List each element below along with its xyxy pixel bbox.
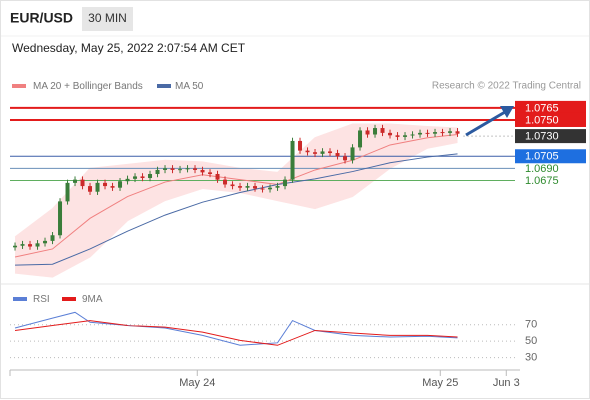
candle-body [230, 184, 235, 187]
x-tick-label: Jun 3 [493, 377, 520, 389]
level-label: 1.0675 [525, 175, 559, 187]
datetime: Wednesday, May 25, 2022 2:07:54 AM CET [12, 41, 246, 55]
rsi-line [14, 320, 458, 346]
candle-body [335, 153, 340, 157]
candle-body [148, 173, 153, 179]
candle-body [373, 128, 378, 135]
candle-body [50, 235, 55, 241]
ma-line [14, 134, 458, 258]
candle-body [80, 179, 85, 187]
candle-body [455, 131, 460, 134]
arrow-head [500, 106, 514, 118]
level-label-box [515, 149, 586, 164]
candle-body [350, 147, 355, 161]
x-tick-label: May 24 [179, 377, 215, 389]
level-label-box [515, 112, 586, 127]
level-label: 1.0765 [525, 102, 559, 114]
candle-body [178, 169, 183, 171]
candle-body [155, 169, 160, 174]
candle-body [388, 132, 393, 136]
legend-label: RSI [33, 294, 50, 305]
candle-body [13, 245, 18, 248]
y-tick-label: 70 [525, 319, 537, 331]
candle-body [88, 186, 93, 192]
candle-body [73, 179, 78, 183]
candle-body [133, 176, 138, 179]
candle-body [365, 130, 370, 135]
candle-body [35, 243, 40, 247]
ma-line [15, 153, 458, 266]
candle-body [328, 151, 333, 154]
candle-body [163, 168, 168, 170]
bollinger-band [15, 124, 458, 278]
candle-body [185, 168, 190, 170]
candle-body [268, 187, 273, 190]
y-tick-label: 30 [525, 352, 537, 364]
trend-arrow [465, 106, 514, 137]
candle-body [440, 132, 445, 134]
level-label: 1.0705 [525, 151, 559, 163]
candle-body [103, 182, 108, 187]
candle-body [110, 186, 115, 188]
candle-body [20, 244, 25, 246]
candle-body [253, 186, 258, 189]
y-tick-label: 50 [525, 335, 537, 347]
candle-body [125, 178, 130, 182]
legend-label: MA 50 [175, 81, 204, 92]
legend-swatch [62, 297, 76, 301]
candle-body [208, 172, 213, 174]
candle-body [395, 135, 400, 137]
candle-body [283, 179, 288, 187]
candle-body [170, 168, 175, 170]
candle-body [200, 169, 205, 173]
candle-body [305, 150, 310, 153]
legend-swatch [13, 297, 27, 301]
candle-body [448, 131, 453, 133]
candle-body [425, 132, 430, 134]
legend-swatch [157, 84, 171, 88]
interval-box [82, 7, 133, 31]
candle-body [418, 132, 423, 135]
candle-body [95, 182, 100, 192]
level-label-box [515, 100, 586, 115]
legend-swatch [12, 84, 26, 88]
candle-body [58, 201, 63, 236]
candle-body [28, 244, 33, 247]
candle-body [313, 152, 318, 154]
candle-body [193, 168, 198, 170]
candle-body [403, 135, 408, 137]
level-label: 1.0690 [525, 163, 559, 175]
candle-body [118, 181, 123, 188]
candle-body [140, 176, 145, 179]
level-label: 1.0750 [525, 114, 559, 126]
candle-body [358, 130, 363, 148]
level-label-box [515, 129, 586, 144]
candle-body [275, 186, 280, 188]
candle-body [238, 186, 243, 188]
legend-label: MA 20 + Bollinger Bands [33, 81, 143, 92]
candle-body [245, 186, 250, 188]
candle-body [290, 140, 295, 180]
candle-body [215, 173, 220, 180]
candle-body [380, 128, 385, 133]
legend-label: 9MA [82, 294, 103, 305]
x-tick-label: May 25 [422, 377, 458, 389]
candle-body [65, 182, 70, 202]
candle-body [433, 132, 438, 134]
level-label: 1.0730 [525, 131, 559, 143]
candle-body [43, 240, 48, 244]
source: Research © 2022 Trading Central [432, 81, 581, 92]
candle-body [260, 188, 265, 190]
interval: 30 MIN [88, 11, 127, 25]
symbol: EUR/USD [10, 10, 73, 26]
candle-body [410, 134, 415, 136]
candle-body [223, 179, 228, 185]
arrow-shaft [465, 110, 506, 137]
candle-body [320, 151, 325, 154]
candle-body [298, 140, 303, 151]
rsi-line [14, 311, 458, 346]
candle-body [343, 156, 348, 161]
